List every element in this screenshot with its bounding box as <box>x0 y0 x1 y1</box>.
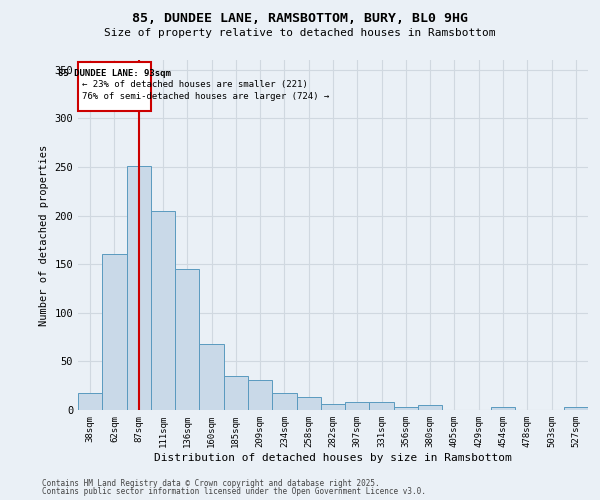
Y-axis label: Number of detached properties: Number of detached properties <box>39 144 49 326</box>
Bar <box>564 407 588 410</box>
FancyBboxPatch shape <box>78 62 151 110</box>
Bar <box>78 392 102 410</box>
Bar <box>370 402 394 410</box>
Text: Size of property relative to detached houses in Ramsbottom: Size of property relative to detached ho… <box>104 28 496 38</box>
X-axis label: Distribution of detached houses by size in Ramsbottom: Distribution of detached houses by size … <box>154 452 512 462</box>
Text: 85, DUNDEE LANE, RAMSBOTTOM, BURY, BL0 9HG: 85, DUNDEE LANE, RAMSBOTTOM, BURY, BL0 9… <box>132 12 468 26</box>
Text: ← 23% of detached houses are smaller (221): ← 23% of detached houses are smaller (22… <box>82 80 307 90</box>
Bar <box>272 394 296 410</box>
Bar <box>345 402 370 410</box>
Bar <box>491 407 515 410</box>
Bar <box>102 254 127 410</box>
Bar <box>418 405 442 410</box>
Text: Contains public sector information licensed under the Open Government Licence v3: Contains public sector information licen… <box>42 487 426 496</box>
Text: 85 DUNDEE LANE: 93sqm: 85 DUNDEE LANE: 93sqm <box>58 69 171 78</box>
Bar <box>175 269 199 410</box>
Text: 76% of semi-detached houses are larger (724) →: 76% of semi-detached houses are larger (… <box>82 92 329 101</box>
Bar <box>224 376 248 410</box>
Bar <box>248 380 272 410</box>
Bar <box>151 210 175 410</box>
Bar <box>127 166 151 410</box>
Bar <box>296 398 321 410</box>
Text: Contains HM Land Registry data © Crown copyright and database right 2025.: Contains HM Land Registry data © Crown c… <box>42 478 380 488</box>
Bar <box>321 404 345 410</box>
Bar <box>394 407 418 410</box>
Bar <box>199 344 224 410</box>
